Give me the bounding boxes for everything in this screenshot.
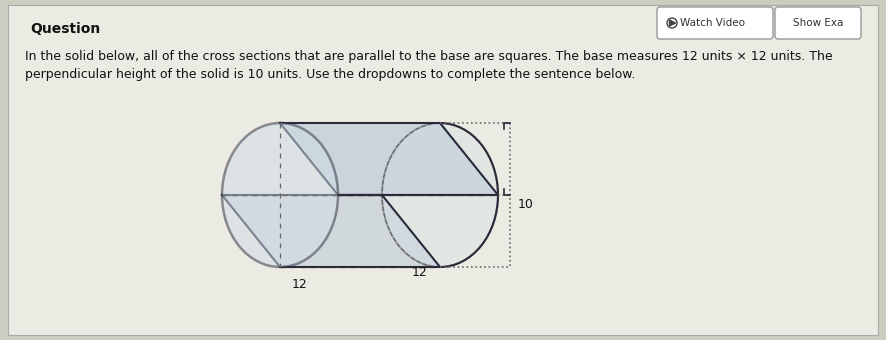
Text: 12: 12: [291, 278, 307, 291]
Ellipse shape: [382, 123, 497, 267]
Polygon shape: [280, 123, 497, 195]
Text: 10: 10: [517, 199, 533, 211]
Polygon shape: [669, 20, 675, 26]
Polygon shape: [222, 195, 439, 267]
Text: 12: 12: [412, 266, 427, 279]
FancyBboxPatch shape: [8, 5, 877, 335]
Text: Show Exa: Show Exa: [792, 18, 843, 28]
Text: In the solid below, all of the cross sections that are parallel to the base are : In the solid below, all of the cross sec…: [25, 50, 832, 63]
Text: Watch Video: Watch Video: [680, 18, 744, 28]
FancyBboxPatch shape: [774, 7, 860, 39]
Text: Question: Question: [30, 22, 100, 36]
Text: perpendicular height of the solid is 10 units. Use the dropdowns to complete the: perpendicular height of the solid is 10 …: [25, 68, 634, 81]
FancyBboxPatch shape: [657, 7, 772, 39]
Ellipse shape: [222, 123, 338, 267]
